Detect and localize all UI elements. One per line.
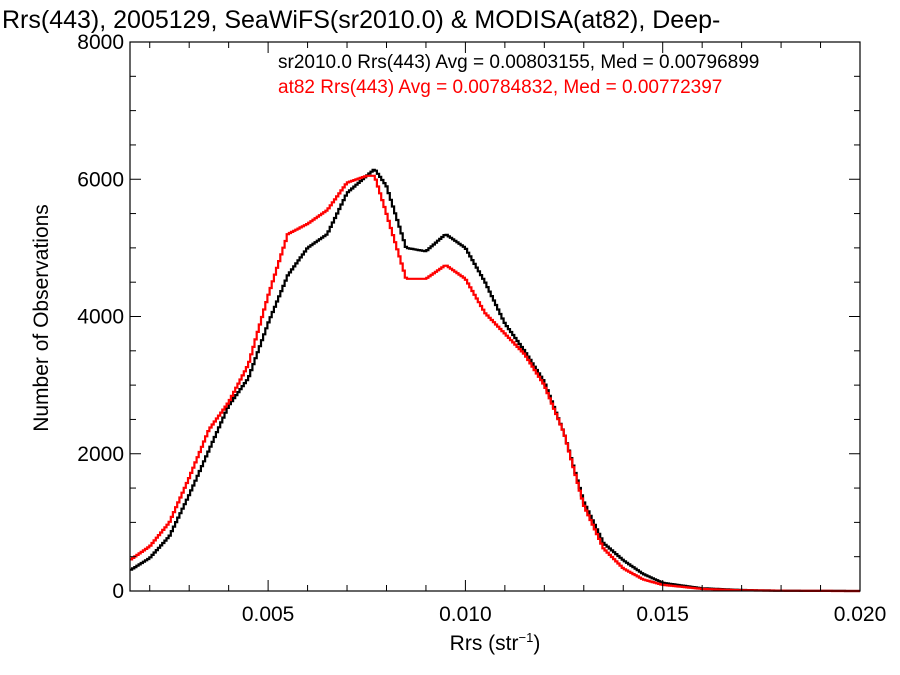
x-tick-label: 0.015 — [636, 603, 689, 626]
y-axis-title: Number of Observations — [30, 204, 53, 432]
x-axis-title-superscript: −1 — [519, 630, 534, 645]
plot-frame — [129, 41, 861, 592]
series-line-1 — [130, 174, 860, 593]
chart-title: Rrs(443), 2005129, SeaWiFS(sr2010.0) & M… — [2, 6, 720, 34]
x-axis-title-main: Rrs (str — [450, 632, 519, 655]
legend-entry-0: sr2010.0 Rrs(443) Avg = 0.00803155, Med … — [278, 52, 759, 73]
y-tick-label: 6000 — [77, 168, 124, 191]
legend-entry-1: at82 Rrs(443) Avg = 0.00784832, Med = 0.… — [278, 77, 722, 98]
y-tick-label: 4000 — [77, 306, 124, 329]
ticks-layer: 0.005 0.010 0.015 0.020 0 2000 4000 6000 8000 — [77, 31, 886, 626]
series-layer — [130, 168, 860, 593]
x-axis-title: Rrs (str−1) — [450, 630, 541, 655]
y-tick-label: 8000 — [77, 31, 124, 54]
legend: sr2010.0 Rrs(443) Avg = 0.00803155, Med … — [278, 52, 759, 98]
x-tick-label: 0.005 — [242, 603, 295, 626]
x-tick-label: 0.010 — [439, 603, 492, 626]
y-tick-label: 2000 — [77, 443, 124, 466]
x-axis-title-close: ) — [533, 632, 540, 655]
y-tick-label: 0 — [112, 580, 124, 603]
x-tick-label: 0.020 — [834, 603, 887, 626]
